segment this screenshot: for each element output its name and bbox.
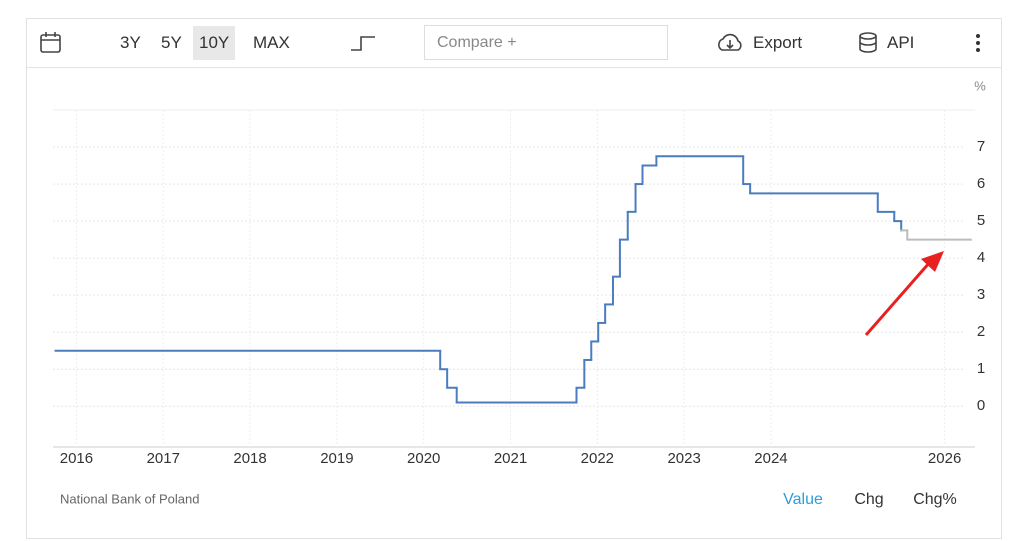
y-tick-label: 2 <box>977 323 985 340</box>
range-button[interactable]: 3Y <box>120 33 141 52</box>
tab-chg[interactable]: Chg <box>854 491 883 508</box>
x-tick-label: 2021 <box>494 450 527 467</box>
y-axis-label: % <box>974 78 986 93</box>
compare-input[interactable]: Compare + <box>424 25 668 60</box>
tab-chg-pct[interactable]: Chg% <box>913 491 957 508</box>
x-tick-label: 2019 <box>320 450 353 467</box>
chart-card: 3Y 5Y 10Y MAX Compare + Export API <box>26 18 1002 539</box>
x-tick-label: 2020 <box>407 450 440 467</box>
annotation-arrow <box>864 261 932 336</box>
export-icon[interactable] <box>715 33 745 53</box>
x-tick-label: 2026 <box>928 450 961 467</box>
tab-value[interactable]: Value <box>783 491 823 508</box>
x-tick-label: 2022 <box>581 450 614 467</box>
x-tick-label: 2023 <box>667 450 700 467</box>
y-tick-label: 7 <box>977 138 985 155</box>
x-tick-label: 2016 <box>60 450 93 467</box>
api-button[interactable]: API <box>887 33 915 52</box>
y-tick-label: 3 <box>977 286 985 303</box>
api-icon[interactable] <box>857 31 879 55</box>
y-tick-label: 1 <box>977 360 985 377</box>
menu-icon[interactable] <box>973 33 983 55</box>
y-tick-label: 6 <box>977 175 985 192</box>
export-button[interactable]: Export <box>753 33 803 52</box>
toolbar: 3Y 5Y 10Y MAX Compare + Export API <box>27 19 1001 68</box>
range-button[interactable]: MAX <box>253 33 290 52</box>
step-toggle[interactable] <box>349 33 377 53</box>
x-tick-label: 2018 <box>233 450 266 467</box>
calendar-icon[interactable] <box>39 31 63 55</box>
range-button[interactable]: 10Y <box>193 26 236 60</box>
x-tick-label: 2017 <box>147 450 180 467</box>
source: National Bank of Poland <box>60 491 199 506</box>
x-tick-label: 2024 <box>754 450 787 467</box>
range-button[interactable]: 5Y <box>161 33 182 52</box>
y-tick-label: 0 <box>977 397 985 414</box>
y-tick-label: 4 <box>977 249 985 266</box>
y-tick-label: 5 <box>977 212 985 229</box>
annotation-arrowhead <box>921 251 944 272</box>
